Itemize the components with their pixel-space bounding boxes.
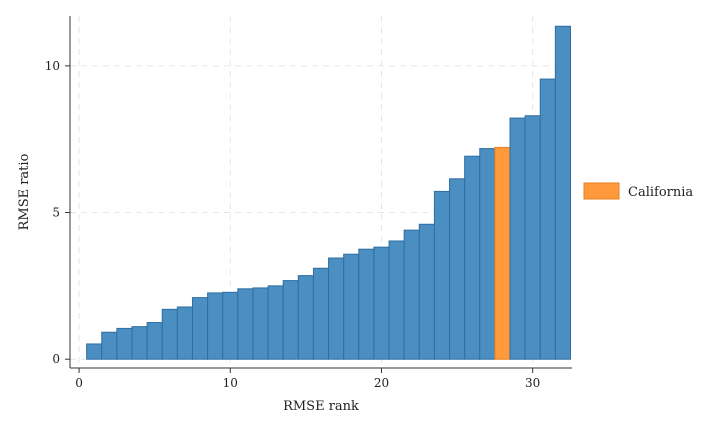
bar-rank-23 bbox=[418, 223, 435, 360]
x-axis-label: RMSE rank bbox=[283, 399, 359, 414]
axes bbox=[69, 16, 572, 369]
bar-rank-29 bbox=[509, 117, 526, 360]
bar-rank-16 bbox=[312, 267, 330, 360]
bar-rank-25 bbox=[449, 178, 466, 360]
x-tick-label-30: 30 bbox=[525, 376, 540, 390]
bar-california bbox=[494, 146, 511, 360]
bar-rank-1 bbox=[86, 343, 103, 360]
bar-rank-4 bbox=[131, 326, 148, 360]
bar-rank-15 bbox=[297, 275, 314, 360]
bar-rank-12 bbox=[252, 287, 269, 360]
bar-rank-8 bbox=[191, 297, 209, 360]
bar-rank-20 bbox=[373, 246, 390, 360]
legend-swatch-california bbox=[583, 182, 620, 200]
y-axis-label: RMSE ratio bbox=[17, 153, 32, 230]
bar-rank-21 bbox=[388, 240, 405, 360]
y-ticks: 0 5 10 bbox=[45, 59, 70, 366]
bar-rank-32 bbox=[554, 25, 571, 360]
bar-rank-2 bbox=[101, 331, 118, 360]
bar-rank-13 bbox=[267, 285, 284, 360]
x-tick-label-20: 20 bbox=[374, 376, 389, 390]
bar-rank-17 bbox=[328, 257, 345, 360]
bar-rank-14 bbox=[282, 280, 299, 360]
x-tick-label-10: 10 bbox=[223, 376, 238, 390]
bar-rank-24 bbox=[433, 190, 451, 360]
y-tick-label-5: 5 bbox=[52, 206, 60, 220]
bar-rank-22 bbox=[403, 229, 420, 360]
bar-rank-11 bbox=[237, 288, 254, 360]
bar-rank-10 bbox=[222, 291, 239, 360]
bar-rank-31 bbox=[539, 78, 556, 360]
bar-rank-5 bbox=[146, 322, 163, 360]
x-tick-label-0: 0 bbox=[75, 376, 83, 390]
bar-rank-7 bbox=[176, 306, 193, 360]
bar-rank-9 bbox=[207, 292, 224, 360]
legend: California bbox=[583, 182, 693, 200]
bar-rank-3 bbox=[116, 327, 133, 360]
bar-rank-27 bbox=[479, 148, 496, 360]
bars bbox=[86, 25, 571, 360]
bar-rank-18 bbox=[343, 253, 360, 360]
y-tick-label-10: 10 bbox=[45, 59, 60, 73]
x-ticks: 0 10 20 30 bbox=[75, 368, 540, 390]
legend-label-california: California bbox=[628, 185, 693, 200]
bar-rank-30 bbox=[524, 115, 541, 360]
y-tick-label-0: 0 bbox=[52, 352, 60, 366]
bar-rank-26 bbox=[464, 155, 481, 360]
bar-rank-19 bbox=[358, 248, 375, 360]
bar-rank-6 bbox=[161, 308, 178, 360]
